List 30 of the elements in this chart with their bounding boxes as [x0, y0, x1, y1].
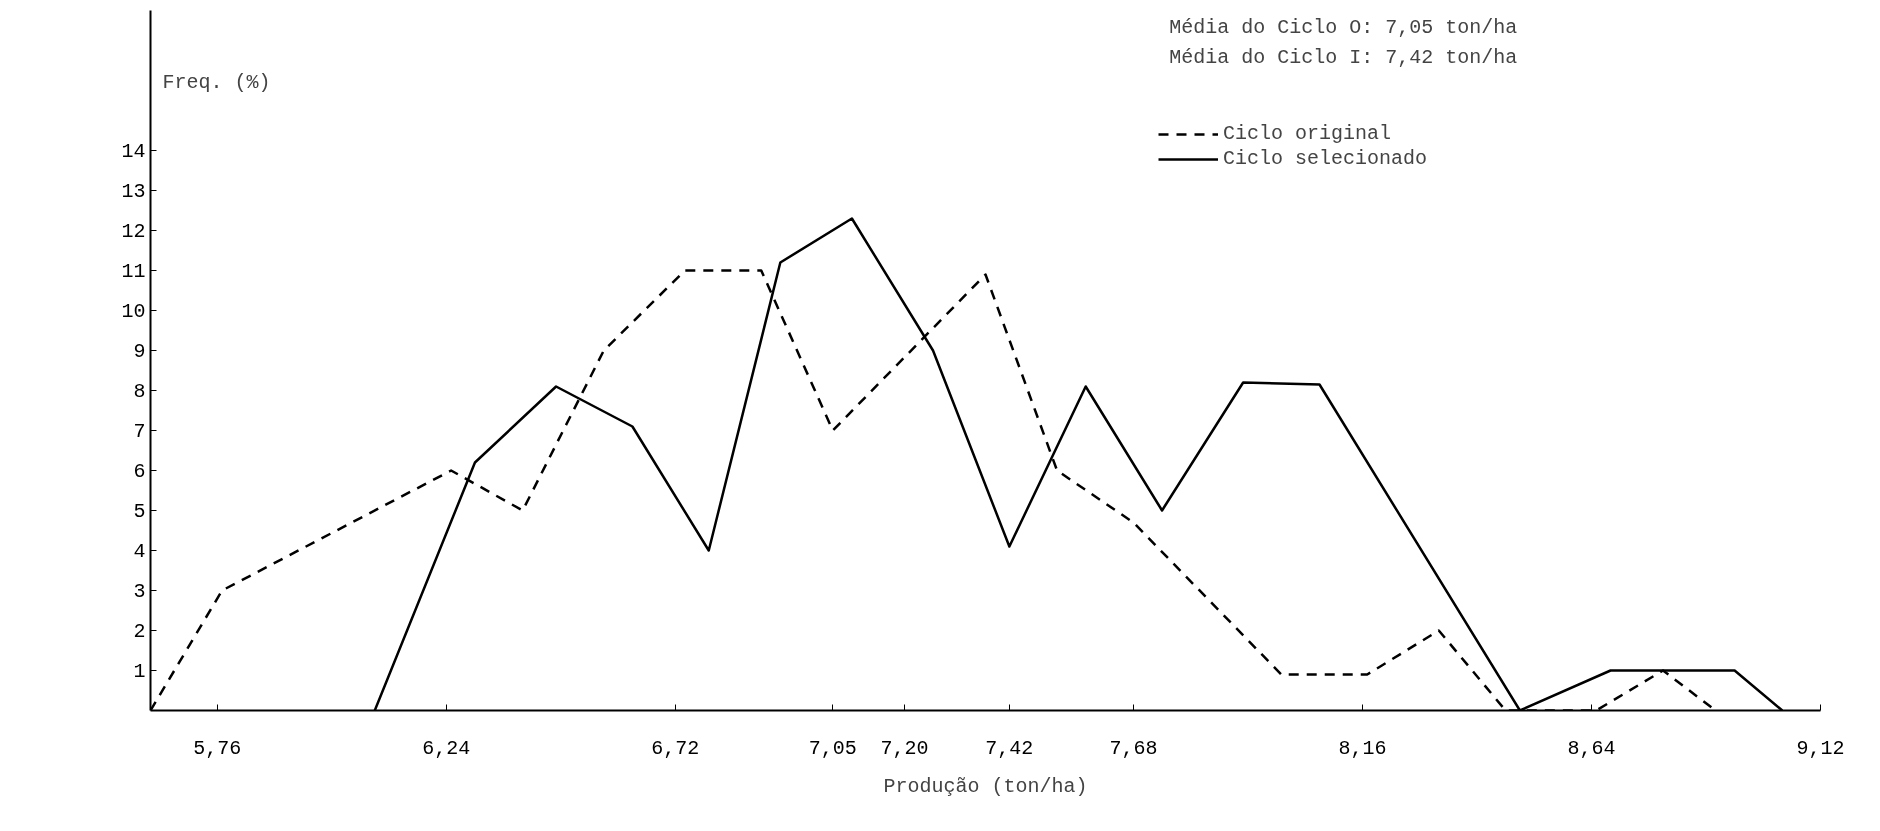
x-axis-title: Produção (ton/ha) [883, 774, 1088, 798]
y-tick-label: 8 [133, 380, 146, 403]
x-tick-label: 7,42 [985, 736, 1034, 760]
y-tick-label: 12 [121, 220, 146, 243]
y-tick-label: 11 [121, 260, 146, 283]
x-tick-label: 6,72 [651, 736, 700, 760]
y-tick-label: 10 [121, 300, 146, 323]
x-tick-label: 8,16 [1338, 736, 1387, 760]
annotation: Média do Ciclo I: 7,42 ton/ha [1169, 45, 1518, 69]
y-tick-label: 1 [133, 660, 146, 683]
y-tick-label: 5 [133, 500, 146, 523]
y-tick-label: 9 [133, 340, 146, 363]
x-tick-label: 6,24 [422, 736, 471, 760]
y-tick-label: 4 [133, 540, 146, 563]
annotation: Média do Ciclo O: 7,05 ton/ha [1169, 15, 1518, 39]
x-tick-label: 8,64 [1567, 736, 1616, 760]
x-tick-label: 7,68 [1109, 736, 1158, 760]
x-tick-label: 9,12 [1796, 736, 1845, 760]
y-tick-label: 2 [133, 620, 146, 643]
y-tick-label: 13 [121, 180, 146, 203]
legend-label: Ciclo selecionado [1223, 147, 1428, 170]
y-tick-label: 3 [133, 580, 146, 603]
x-tick-label: 7,05 [808, 736, 857, 760]
y-tick-label: 7 [133, 420, 146, 443]
x-tick-label: 5,76 [193, 736, 242, 760]
legend-label: Ciclo original [1223, 122, 1392, 145]
x-tick-label: 7,20 [880, 736, 929, 760]
y-tick-label: 14 [121, 140, 146, 163]
y-axis-title: Freq. (%) [162, 70, 271, 94]
y-tick-label: 6 [133, 460, 146, 483]
